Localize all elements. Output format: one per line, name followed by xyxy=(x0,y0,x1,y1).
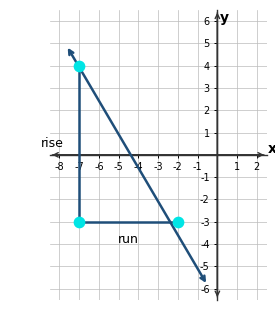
Text: x: x xyxy=(268,142,275,156)
Text: y: y xyxy=(220,11,229,25)
Point xyxy=(77,219,81,224)
Text: run: run xyxy=(118,233,139,246)
Point xyxy=(176,219,180,224)
Text: rise: rise xyxy=(40,137,63,150)
Point xyxy=(77,63,81,68)
